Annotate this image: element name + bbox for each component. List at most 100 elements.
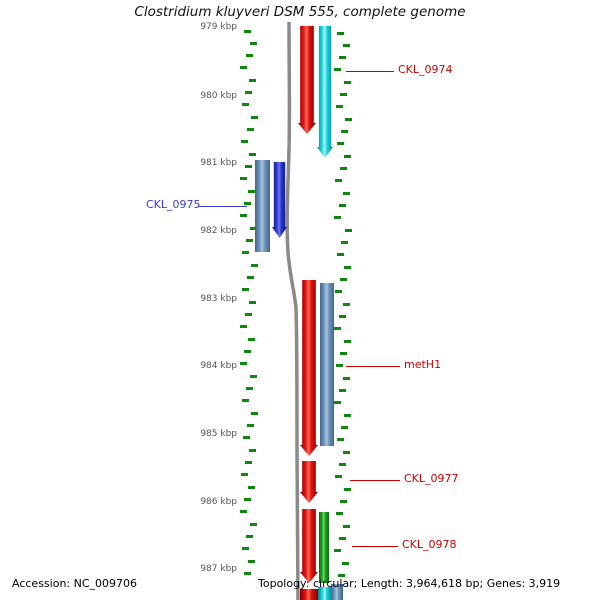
feature-tick-left bbox=[250, 227, 257, 230]
feature-tick-right bbox=[340, 500, 347, 503]
gene-glyph-partial-c[interactable] bbox=[331, 584, 343, 600]
gene-label-metH1[interactable]: metH1 bbox=[404, 358, 442, 371]
feature-tick-right bbox=[340, 352, 347, 355]
feature-tick-left bbox=[250, 42, 257, 45]
feature-tick-left bbox=[240, 177, 247, 180]
feature-tick-right bbox=[344, 414, 351, 417]
gene-glyph-metH1-b[interactable] bbox=[320, 283, 334, 446]
feature-tick-right bbox=[344, 155, 351, 158]
gene-glyph-partial-b[interactable] bbox=[318, 587, 332, 600]
feature-tick-right bbox=[345, 229, 352, 232]
gene-label-CKL_0978[interactable]: CKL_0978 bbox=[402, 538, 457, 551]
feature-tick-left bbox=[242, 399, 249, 402]
feature-tick-left bbox=[247, 128, 254, 131]
feature-tick-right bbox=[343, 192, 350, 195]
feature-tick-right bbox=[343, 303, 350, 306]
feature-tick-left bbox=[251, 412, 258, 415]
feature-tick-left bbox=[242, 251, 249, 254]
feature-tick-left bbox=[242, 103, 249, 106]
feature-tick-right bbox=[340, 93, 347, 96]
feature-tick-right bbox=[334, 68, 341, 71]
feature-tick-left bbox=[242, 547, 249, 550]
feature-tick-right bbox=[335, 475, 342, 478]
feature-tick-left bbox=[246, 387, 253, 390]
feature-tick-left bbox=[249, 153, 256, 156]
feature-tick-right bbox=[337, 438, 344, 441]
feature-tick-right bbox=[341, 130, 348, 133]
feature-tick-left bbox=[244, 202, 251, 205]
feature-tick-right bbox=[341, 241, 348, 244]
feature-tick-right bbox=[336, 364, 343, 367]
leader-line-CKL_0977 bbox=[350, 480, 400, 481]
gene-glyph-CKL_0974-a[interactable] bbox=[298, 26, 316, 134]
gene-glyph-CKL_0978-a[interactable] bbox=[300, 509, 318, 583]
feature-tick-right bbox=[344, 340, 351, 343]
feature-tick-left bbox=[249, 79, 256, 82]
feature-tick-left bbox=[240, 362, 247, 365]
feature-tick-left bbox=[244, 572, 251, 575]
axis-label-981-kbp: 981 kbp bbox=[200, 158, 237, 168]
gene-glyph-CKL_0978-b[interactable] bbox=[319, 512, 329, 583]
feature-tick-left bbox=[244, 30, 251, 33]
feature-tick-right bbox=[334, 549, 341, 552]
feature-tick-left bbox=[240, 214, 247, 217]
gene-glyph-CKL_0974-b[interactable] bbox=[317, 26, 333, 158]
feature-tick-right bbox=[343, 377, 350, 380]
leader-line-CKL_0974 bbox=[346, 71, 394, 72]
feature-tick-right bbox=[339, 204, 346, 207]
feature-tick-left bbox=[245, 313, 252, 316]
feature-tick-left bbox=[249, 449, 256, 452]
page-title: Clostridium kluyveri DSM 555, complete g… bbox=[134, 4, 466, 20]
gene-glyph-CKL_0977[interactable] bbox=[300, 461, 318, 503]
feature-tick-right bbox=[343, 44, 350, 47]
genome-backbone-path bbox=[285, 21, 300, 600]
feature-tick-right bbox=[340, 278, 347, 281]
feature-tick-left bbox=[245, 165, 252, 168]
feature-tick-right bbox=[335, 179, 342, 182]
gene-label-CKL_0977[interactable]: CKL_0977 bbox=[404, 472, 459, 485]
feature-tick-left bbox=[248, 486, 255, 489]
gene-glyph-CKL_0975-a[interactable] bbox=[255, 160, 270, 252]
axis-label-983-kbp: 983 kbp bbox=[200, 294, 237, 304]
feature-tick-right bbox=[337, 142, 344, 145]
feature-tick-right bbox=[344, 266, 351, 269]
feature-tick-right bbox=[339, 315, 346, 318]
gene-glyph-CKL_0975-b[interactable] bbox=[272, 162, 287, 238]
feature-tick-right bbox=[341, 426, 348, 429]
feature-tick-left bbox=[247, 424, 254, 427]
feature-tick-left bbox=[240, 66, 247, 69]
feature-tick-right bbox=[338, 574, 345, 577]
axis-label-987-kbp: 987 kbp bbox=[200, 564, 237, 574]
feature-tick-left bbox=[250, 523, 257, 526]
axis-label-985-kbp: 985 kbp bbox=[200, 429, 237, 439]
feature-tick-right bbox=[339, 389, 346, 392]
axis-label-979-kbp: 979 kbp bbox=[200, 22, 237, 32]
feature-tick-left bbox=[240, 325, 247, 328]
feature-tick-right bbox=[334, 401, 341, 404]
feature-tick-left bbox=[250, 375, 257, 378]
gene-label-CKL_0975[interactable]: CKL_0975 bbox=[146, 198, 201, 211]
feature-tick-right bbox=[335, 290, 342, 293]
feature-tick-left bbox=[240, 510, 247, 513]
feature-tick-right bbox=[339, 56, 346, 59]
feature-tick-right bbox=[336, 512, 343, 515]
feature-tick-right bbox=[339, 537, 346, 540]
gene-glyph-partial-a[interactable] bbox=[300, 589, 318, 600]
feature-tick-left bbox=[251, 264, 258, 267]
gene-glyph-metH1-a[interactable] bbox=[300, 280, 318, 456]
feature-tick-right bbox=[337, 32, 344, 35]
feature-tick-left bbox=[244, 498, 251, 501]
axis-label-982-kbp: 982 kbp bbox=[200, 226, 237, 236]
feature-tick-left bbox=[246, 239, 253, 242]
feature-tick-right bbox=[344, 488, 351, 491]
feature-tick-right bbox=[344, 81, 351, 84]
status-accession: Accession: NC_009706 bbox=[12, 577, 138, 590]
gene-label-CKL_0974[interactable]: CKL_0974 bbox=[398, 63, 453, 76]
feature-tick-left bbox=[245, 91, 252, 94]
feature-tick-left bbox=[249, 301, 256, 304]
feature-tick-right bbox=[343, 451, 350, 454]
feature-tick-left bbox=[241, 473, 248, 476]
feature-tick-right bbox=[345, 118, 352, 121]
feature-tick-left bbox=[251, 116, 258, 119]
